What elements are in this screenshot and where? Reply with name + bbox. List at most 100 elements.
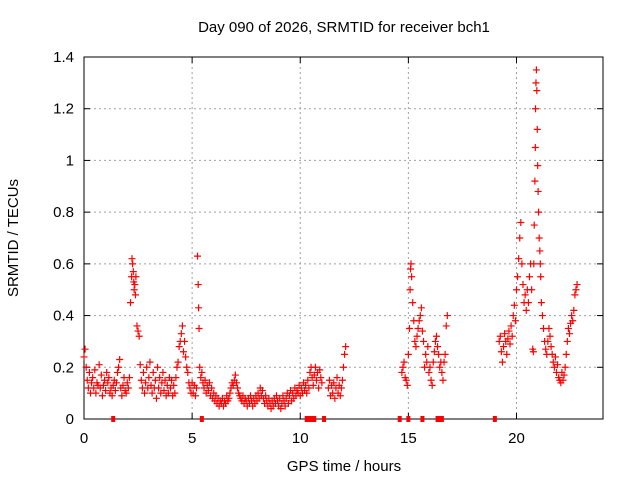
grid-lines [84, 57, 603, 419]
data-point [225, 394, 233, 402]
data-point [333, 374, 341, 382]
data-point [424, 343, 432, 351]
data-point [519, 281, 527, 289]
data-point [128, 255, 136, 263]
data-point [565, 330, 573, 338]
data-point [336, 392, 344, 400]
data-point [531, 177, 539, 185]
data-point [398, 368, 406, 376]
data-point [509, 312, 517, 320]
data-point [148, 389, 156, 397]
data-point [405, 325, 413, 332]
data-point [549, 358, 557, 366]
data-point [400, 358, 408, 366]
data-point [119, 381, 127, 389]
data-point [570, 306, 578, 314]
data-point [131, 281, 139, 289]
data-point [108, 392, 116, 400]
x-axis-label: GPS time / hours [287, 458, 401, 475]
data-point [105, 374, 113, 382]
data-point [331, 394, 339, 402]
data-point [514, 273, 522, 281]
data-point [149, 368, 157, 376]
data-point [544, 337, 552, 345]
data-point [525, 273, 533, 281]
data-point [133, 322, 141, 330]
data-point [137, 376, 145, 384]
data-point [531, 144, 539, 151]
data-point [537, 273, 545, 281]
data-point [568, 312, 576, 320]
data-point [534, 162, 542, 170]
data-point [518, 260, 526, 268]
data-point [534, 187, 542, 195]
data-point [500, 343, 508, 351]
data-point [407, 260, 415, 268]
data-point [412, 343, 420, 351]
data-point [542, 345, 550, 353]
data-point [309, 381, 317, 389]
data-point [92, 389, 100, 397]
data-point [104, 379, 112, 387]
data-point [195, 304, 203, 312]
data-point [201, 376, 209, 384]
data-point [418, 327, 426, 335]
data-point [80, 353, 88, 361]
data-point [440, 358, 448, 366]
data-point [504, 335, 512, 343]
data-point [554, 361, 562, 369]
data-point [429, 358, 437, 366]
data-point [139, 368, 147, 376]
data-point [508, 332, 516, 340]
data-point [181, 337, 189, 345]
data-point [438, 368, 446, 376]
data-points [80, 66, 581, 422]
data-point [174, 358, 182, 366]
y-tick-label: 0.8 [53, 204, 74, 221]
data-point [102, 387, 110, 395]
y-tick-label: 1 [66, 152, 74, 169]
data-point [126, 299, 134, 307]
data-point [416, 312, 424, 320]
data-point [231, 371, 239, 379]
data-point [425, 368, 433, 376]
data-point [196, 363, 204, 371]
data-point [536, 260, 544, 268]
data-point [532, 66, 540, 74]
zero-marker [307, 416, 312, 422]
data-point [131, 291, 139, 299]
data-point [545, 325, 553, 332]
data-point [82, 363, 90, 371]
data-point [435, 350, 443, 358]
data-point [172, 374, 180, 382]
data-point [431, 337, 439, 345]
data-point [511, 317, 519, 325]
data-point [155, 384, 163, 392]
data-point [194, 281, 202, 289]
zero-marker [322, 416, 327, 422]
data-point [423, 358, 431, 366]
data-point [338, 376, 346, 384]
data-point [441, 350, 449, 358]
data-point [183, 363, 191, 371]
data-point [551, 353, 559, 361]
data-point [192, 384, 200, 392]
data-point [114, 368, 122, 376]
data-point [517, 218, 525, 226]
data-point [422, 350, 430, 358]
zero-marker [310, 416, 315, 422]
data-point [132, 273, 140, 281]
data-point [124, 384, 132, 392]
data-point [562, 350, 570, 358]
zero-marker [492, 416, 497, 422]
data-point [409, 299, 417, 307]
data-point [85, 368, 93, 376]
zero-marker [439, 416, 444, 422]
data-point [495, 337, 503, 345]
data-point [164, 389, 172, 397]
y-tick-label: 1.2 [53, 101, 74, 118]
data-point [559, 376, 567, 384]
data-point [143, 363, 151, 371]
data-point [103, 368, 111, 376]
x-tick-label: 10 [292, 430, 309, 447]
